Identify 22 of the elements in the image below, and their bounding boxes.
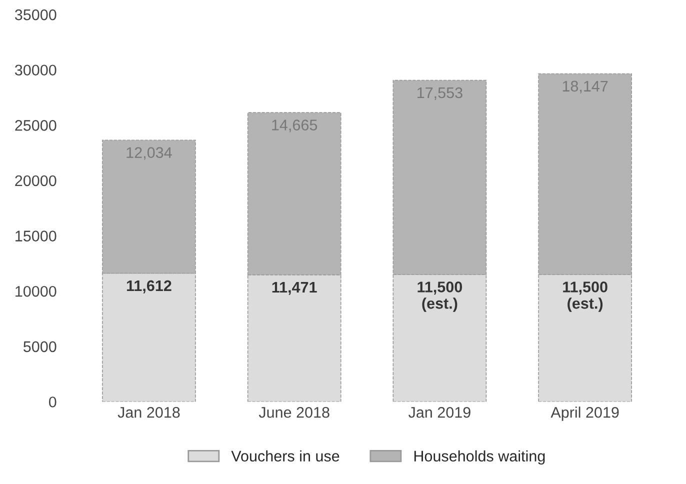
data-label: 12,034 [126,147,172,160]
y-tick-label: 35000 [14,9,56,20]
data-label: 18,147 [562,80,608,94]
y-tick-label: 25000 [15,120,56,131]
legend-label: Households waiting [414,450,545,465]
y-tick-label: 5000 [24,341,56,352]
data-label: 11,500 (est.) [563,282,608,312]
legend-label: Vouchers in use [231,450,340,462]
y-tick-label: 10000 [16,286,56,297]
data-label: 17,553 [417,87,462,100]
data-label: 11,471 [272,282,317,295]
y-tick-label: 0 [48,396,56,408]
data-label: 14,665 [272,120,318,132]
y-tick-label: 30000 [14,64,56,76]
data-label: 11,612 [126,280,172,294]
x-tick-label: Jan 2019 [408,406,470,418]
y-tick-label: 15000 [16,230,56,242]
y-tick-label: 20000 [15,175,56,186]
data-label: 11,500 (est.) [418,282,462,312]
x-tick-label: April 2019 [550,406,619,421]
x-tick-label: June 2018 [258,406,330,418]
x-tick-label: Jan 2018 [118,406,180,418]
